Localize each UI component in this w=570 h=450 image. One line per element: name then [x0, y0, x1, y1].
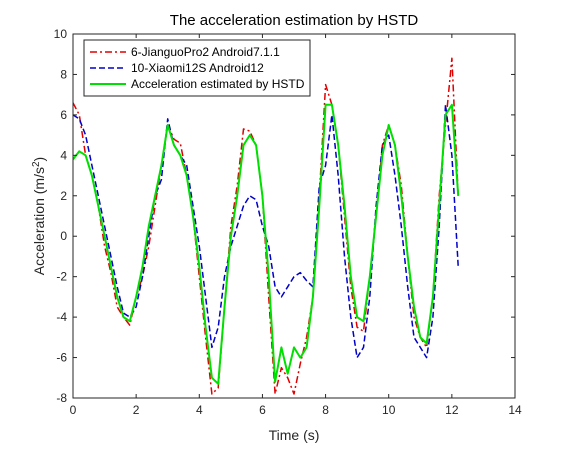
x-tick-label: 0 [70, 403, 77, 417]
y-tick-label: 4 [60, 148, 67, 162]
legend-label-1: 6-JianguoPro2 Android7.1.1 [131, 45, 280, 59]
legend-label-3: Acceleration estimated by HSTD [131, 77, 305, 91]
legend-label-2: 10-Xiaomi12S Android12 [131, 61, 264, 75]
y-tick-label: 6 [60, 108, 67, 122]
y-tick-label: -4 [56, 310, 67, 324]
y-tick-label: 8 [60, 67, 67, 81]
y-tick-label: 0 [60, 229, 67, 243]
x-tick-label: 12 [445, 403, 459, 417]
y-axis-label-main: Acceleration (m/s [31, 167, 47, 275]
y-tick-label: 2 [60, 189, 67, 203]
y-axis-label-close: ) [31, 157, 47, 162]
y-tick-label: -8 [56, 391, 67, 405]
x-tick-label: 2 [133, 403, 140, 417]
x-tick-label: 8 [322, 403, 329, 417]
legend: 6-JianguoPro2 Android7.1.1 10-Xiaomi12S A… [84, 40, 310, 96]
chart-title: The acceleration estimation by HSTD [170, 12, 419, 29]
x-axis-label: Time (s) [269, 427, 320, 443]
x-tick-label: 6 [259, 403, 266, 417]
y-tick-label: 10 [54, 27, 68, 41]
y-axis-label: Acceleration (m/s2) [31, 157, 47, 275]
x-tick-label: 10 [382, 403, 396, 417]
x-tick-label: 4 [196, 403, 203, 417]
y-tick-label: -2 [56, 270, 67, 284]
x-tick-label: 14 [508, 403, 522, 417]
y-tick-label: -6 [56, 351, 67, 365]
